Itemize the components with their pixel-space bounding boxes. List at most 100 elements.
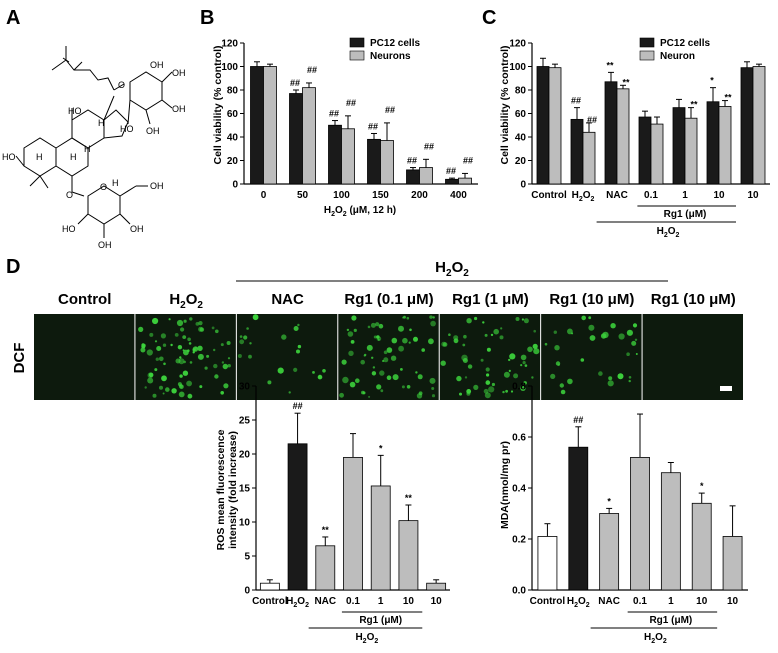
significance-label: ## <box>571 96 581 106</box>
h2o2-group-label-part: 2 <box>374 638 378 645</box>
x-tick-label: 10 <box>713 190 725 201</box>
h2o2-group-label-part: 2 <box>676 232 680 239</box>
significance-label: ** <box>322 525 330 535</box>
bar <box>398 520 419 591</box>
h2o2-header-sub: 2 <box>446 268 452 279</box>
significance-label: ## <box>587 115 597 125</box>
fluorescent-cell <box>339 392 344 398</box>
fluorescent-cell <box>341 359 347 365</box>
fluorescent-cell <box>379 370 385 376</box>
x-tick-label-part: 2 <box>579 196 583 203</box>
fluorescent-cell <box>617 373 624 380</box>
bar <box>599 513 620 591</box>
fluorescent-cell <box>430 320 436 327</box>
fluorescent-cell <box>182 370 189 376</box>
fluorescent-cell <box>553 330 557 334</box>
fluorescent-cell <box>198 326 204 332</box>
fluorescent-cell <box>239 339 245 345</box>
chart-e: ROS mean fluorescence intensity (fold in… <box>215 382 450 645</box>
bar <box>458 177 472 185</box>
bar <box>289 93 303 185</box>
bar <box>367 138 381 185</box>
fluorescent-cell <box>297 323 300 327</box>
fluorescent-cell <box>390 355 397 361</box>
x-tick-label: 100 <box>333 190 350 201</box>
bar <box>604 81 618 185</box>
fluorescent-cell <box>527 346 533 353</box>
fluorescent-cell <box>453 335 459 341</box>
x-tick-label: 10 <box>727 596 739 607</box>
panel-letter-c: C <box>482 7 496 29</box>
legend-swatch <box>349 37 365 48</box>
fluorescent-cell <box>192 351 195 354</box>
fluorescent-cell <box>156 346 162 351</box>
x-tick-label: 200 <box>411 190 428 201</box>
fluorescent-cell <box>554 345 560 351</box>
fluorescent-cell <box>342 376 349 384</box>
fluorescent-cell <box>522 361 526 365</box>
fluorescent-cell <box>249 342 252 345</box>
fluorescent-cell <box>293 326 299 331</box>
fluorescent-cell <box>484 392 491 399</box>
fluorescent-cell <box>183 319 187 323</box>
fluorescent-cell <box>312 371 315 374</box>
fluorescent-cell <box>376 384 382 390</box>
structure-label: HO <box>62 224 76 234</box>
image-column-label: Rg1 (10 μM) <box>651 291 736 308</box>
fluorescent-cell <box>347 331 354 337</box>
microscopy-image <box>236 314 338 400</box>
x-tick-label: H2O2 <box>286 596 309 609</box>
fluorescent-cell <box>431 394 436 398</box>
image-column-label-part: 2 <box>180 300 186 311</box>
fluorescent-cell <box>141 343 145 347</box>
y-tick-label: 40 <box>227 133 239 144</box>
fluorescent-cell <box>485 380 491 385</box>
y-tick-label: 0 <box>244 586 250 597</box>
legend-swatch <box>349 50 365 61</box>
y-tick-label: 0.2 <box>512 535 526 546</box>
fluorescent-cell <box>628 379 631 383</box>
fluorescent-cell <box>560 389 566 395</box>
fluorescent-cell <box>461 354 468 361</box>
bar <box>315 545 336 591</box>
bar <box>718 106 732 185</box>
y-tick-label: 20 <box>515 156 527 167</box>
fluorescent-cell <box>531 376 534 379</box>
fluorescent-cell <box>432 316 435 319</box>
bar <box>406 169 420 185</box>
significance-label: * <box>700 481 704 491</box>
bar <box>536 66 550 185</box>
fluorescent-cell <box>408 341 411 344</box>
fluorescent-cell <box>544 342 548 346</box>
fluorescent-cell <box>195 322 200 326</box>
y-tick-label: 0.0 <box>512 586 526 597</box>
dcf-imaging-strip: H2O2 DCF Control H2O2 NAC Rg1 (0.1 μM) Rg1 (… <box>11 259 743 400</box>
fluorescent-cell <box>464 376 468 379</box>
significance-label: ## <box>385 105 395 115</box>
fluorescent-cell <box>186 380 193 387</box>
fluorescent-cell <box>509 353 516 360</box>
fluorescent-cell <box>580 358 585 362</box>
chart-f: MDA(nmol/mg pr) 0.0 0.2 0.4 0.6 0.8 Control ##… <box>499 382 748 645</box>
fluorescent-cell <box>520 385 526 391</box>
structure-labels: HO HO H H O O O OH OH OH OH OH HO HO OH … <box>2 60 186 250</box>
chart-c: Cell viability (% control) 0 20 40 60 80 100 1… <box>499 37 770 239</box>
fluorescent-cell <box>532 343 538 349</box>
h2o2-group-label-part: O <box>655 632 663 643</box>
y-tick-label: 5 <box>244 552 250 563</box>
legend-label: PC12 cells <box>370 38 420 49</box>
x-tick-label: 0.1 <box>346 596 360 607</box>
fluorescent-cell <box>473 384 479 390</box>
fluorescent-cell <box>147 377 154 384</box>
panel-letter-a: A <box>6 7 20 29</box>
fluorescent-cell <box>598 371 603 376</box>
fluorescent-cell <box>363 354 366 357</box>
fluorescent-cell <box>227 357 231 360</box>
x-axis-label-part: H <box>324 205 331 216</box>
fluorescent-cell <box>500 327 503 330</box>
bar <box>537 536 558 591</box>
fluorescent-cell <box>502 390 505 394</box>
h2o2-group-label-part: 2 <box>363 638 367 645</box>
fluorescent-cell <box>581 315 586 321</box>
